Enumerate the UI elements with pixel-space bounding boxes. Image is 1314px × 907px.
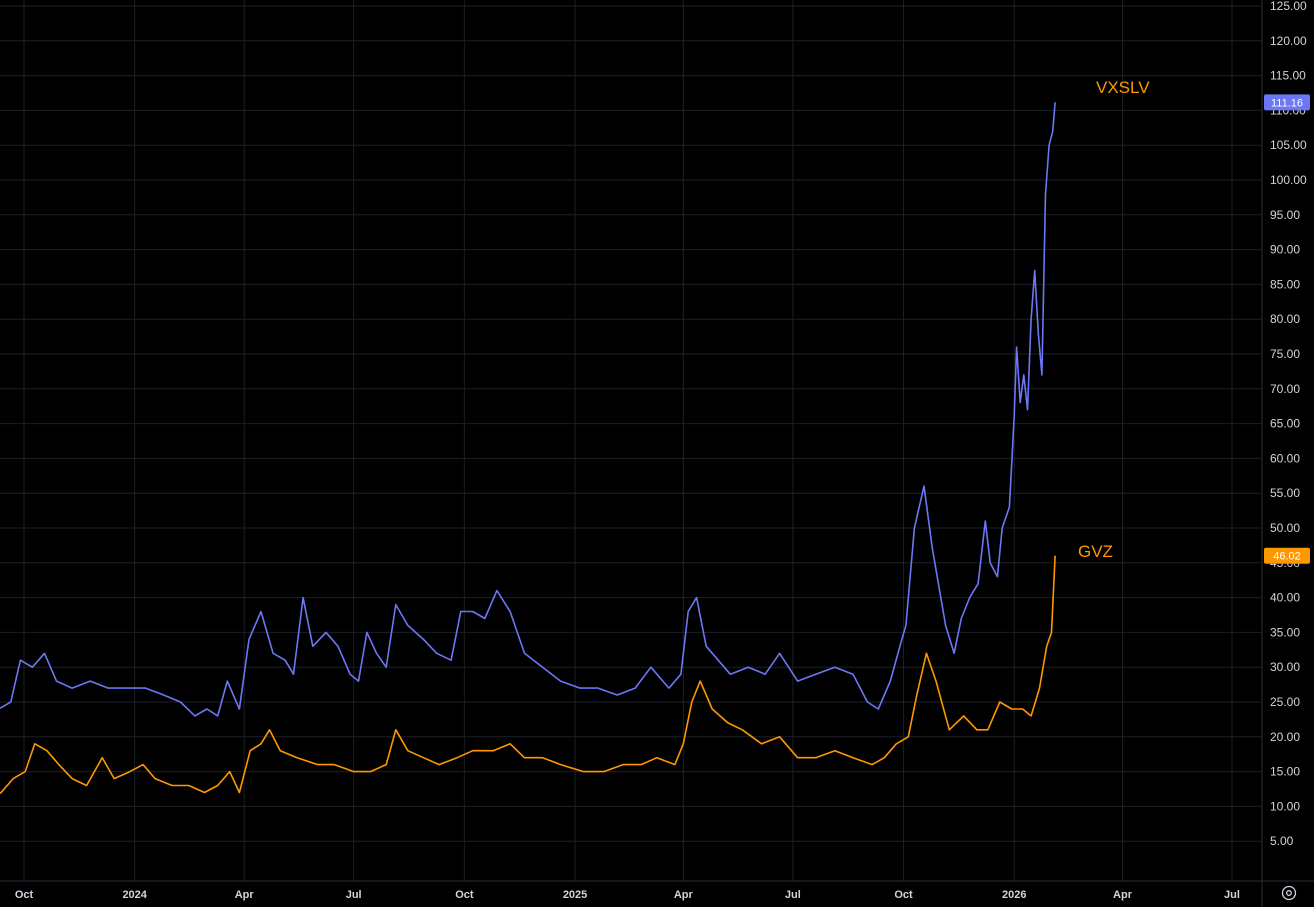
- y-tick-label: 50.00: [1270, 521, 1300, 535]
- x-tick-label: Apr: [235, 889, 255, 901]
- x-tick-label: Jul: [346, 889, 362, 901]
- x-tick-label: Oct: [894, 889, 913, 901]
- y-tick-label: 80.00: [1270, 312, 1300, 326]
- y-tick-label: 40.00: [1270, 591, 1300, 605]
- x-tick-label: Oct: [15, 889, 34, 901]
- grid: [0, 0, 1262, 881]
- y-tick-label: 15.00: [1270, 765, 1300, 779]
- x-tick-label: Apr: [1113, 889, 1133, 901]
- y-tick-label: 25.00: [1270, 695, 1300, 709]
- y-tick-label: 65.00: [1270, 417, 1300, 431]
- x-tick-label: 2026: [1002, 889, 1026, 901]
- y-tick-label: 120.00: [1270, 34, 1307, 48]
- series-labels: VXSLV GVZ: [1078, 78, 1150, 561]
- last-value-text: 111.16: [1271, 97, 1303, 109]
- series-layer: [0, 102, 1056, 800]
- series-name-vxslv: VXSLV: [1096, 78, 1150, 97]
- y-tick-label: 115.00: [1270, 69, 1306, 83]
- y-tick-label: 20.00: [1270, 730, 1300, 744]
- y-tick-label: 55.00: [1270, 486, 1300, 500]
- x-tick-label: 2025: [563, 889, 587, 901]
- series-line-vxslv[interactable]: [0, 102, 1056, 717]
- y-tick-label: 30.00: [1270, 660, 1300, 674]
- y-tick-label: 60.00: [1270, 451, 1300, 465]
- x-tick-label: Apr: [674, 889, 694, 901]
- time-axis[interactable]: Oct 2024 Apr Jul Oct 2025 Apr Jul Oct 2026 Apr Jul: [15, 889, 1240, 901]
- y-tick-label: 5.00: [1270, 834, 1294, 848]
- y-tick-label: 10.00: [1270, 799, 1300, 813]
- x-tick-label: Oct: [455, 889, 474, 901]
- y-tick-label: 85.00: [1270, 277, 1300, 291]
- last-value-text: 46.02: [1273, 551, 1301, 563]
- y-tick-label: 35.00: [1270, 625, 1300, 639]
- gear-icon[interactable]: [1281, 885, 1297, 901]
- last-value-badge-vxslv: 111.16: [1264, 94, 1310, 111]
- y-tick-label: 100.00: [1270, 173, 1307, 187]
- y-tick-label: 105.00: [1270, 138, 1307, 152]
- y-tick-label: 125.00: [1270, 0, 1307, 13]
- x-tick-label: Jul: [1224, 889, 1240, 901]
- y-tick-label: 90.00: [1270, 243, 1300, 257]
- price-axis[interactable]: 5.00 10.00 15.00 20.00 25.00 30.00 35.00 40.00 4…: [1264, 0, 1310, 848]
- series-name-gvz: GVZ: [1078, 542, 1113, 561]
- y-tick-label: 70.00: [1270, 382, 1300, 396]
- x-tick-label: 2024: [122, 889, 147, 901]
- y-tick-label: 95.00: [1270, 208, 1300, 222]
- last-value-badge-gvz: 46.02: [1264, 547, 1310, 564]
- x-tick-label: Jul: [785, 889, 801, 901]
- y-tick-label: 75.00: [1270, 347, 1300, 361]
- series-line-gvz[interactable]: [0, 555, 1056, 800]
